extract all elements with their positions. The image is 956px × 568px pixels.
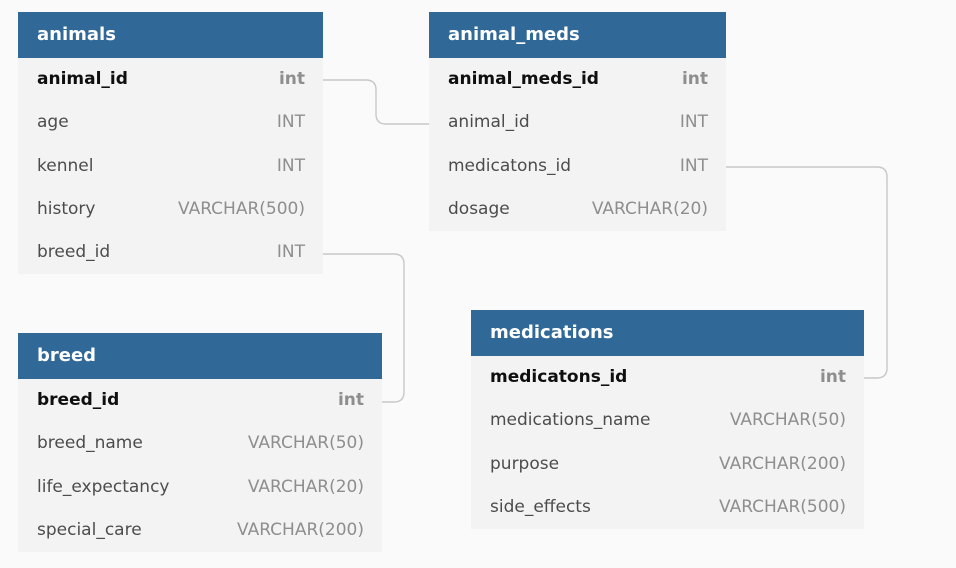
column-name: dosage [448, 198, 510, 219]
column-name: life_expectancy [37, 476, 170, 497]
table-row[interactable]: animal_id INT [429, 101, 726, 144]
column-type: INT [276, 112, 305, 133]
table-row[interactable]: animal_id int [18, 58, 323, 101]
table-row[interactable]: age INT [18, 101, 323, 144]
column-type: VARCHAR(50) [729, 410, 846, 431]
table-header[interactable]: animals [18, 12, 323, 58]
table-row[interactable]: history VARCHAR(500) [18, 188, 323, 231]
column-type: VARCHAR(20) [247, 476, 364, 497]
column-type: VARCHAR(20) [591, 198, 708, 219]
column-type: INT [679, 155, 708, 176]
column-type: int [681, 69, 708, 89]
table-row[interactable]: breed_id INT [18, 231, 323, 274]
table-row[interactable]: medicatons_id int [471, 356, 864, 399]
column-name: kennel [37, 155, 94, 176]
table-breed[interactable]: breed breed_id int breed_name VARCHAR(50… [18, 333, 382, 553]
table-row[interactable]: breed_name VARCHAR(50) [18, 422, 382, 465]
table-row[interactable]: dosage VARCHAR(20) [429, 188, 726, 231]
table-header[interactable]: medications [471, 310, 864, 356]
column-name: animal_meds_id [448, 69, 599, 89]
column-type: VARCHAR(200) [719, 453, 846, 474]
table-animals[interactable]: animals animal_id int age INT kennel INT… [18, 12, 323, 275]
column-type: VARCHAR(500) [178, 198, 305, 219]
table-row[interactable]: medicatons_id INT [429, 145, 726, 188]
column-name: medicatons_id [490, 367, 628, 387]
table-row[interactable]: side_effects VARCHAR(500) [471, 486, 864, 529]
column-type: VARCHAR(200) [237, 519, 364, 540]
column-name: breed_name [37, 433, 143, 454]
table-header[interactable]: animal_meds [429, 12, 726, 58]
table-row[interactable]: purpose VARCHAR(200) [471, 443, 864, 486]
column-type: VARCHAR(50) [247, 433, 364, 454]
table-header[interactable]: breed [18, 333, 382, 379]
column-name: history [37, 198, 96, 219]
column-name: medicatons_id [448, 155, 572, 176]
table-row[interactable]: kennel INT [18, 145, 323, 188]
column-name: breed_id [37, 390, 120, 410]
table-row[interactable]: breed_id int [18, 379, 382, 422]
table-animal-meds[interactable]: animal_meds animal_meds_id int animal_id… [429, 12, 726, 232]
column-type: int [337, 390, 364, 410]
column-type: INT [276, 155, 305, 176]
column-name: purpose [490, 453, 560, 474]
column-name: age [37, 112, 69, 133]
column-name: special_care [37, 519, 142, 540]
column-name: breed_id [37, 242, 111, 263]
relationship-animals-animal-meds [323, 79, 429, 125]
column-type: int [278, 69, 305, 89]
table-row[interactable]: special_care VARCHAR(200) [18, 509, 382, 552]
column-name: animal_id [448, 112, 530, 133]
column-type: VARCHAR(500) [719, 496, 846, 517]
column-name: medications_name [490, 410, 651, 431]
column-type: INT [276, 242, 305, 263]
column-type: INT [679, 112, 708, 133]
table-row[interactable]: animal_meds_id int [429, 58, 726, 101]
column-name: side_effects [490, 496, 591, 517]
column-name: animal_id [37, 69, 128, 89]
table-medications[interactable]: medications medicatons_id int medication… [471, 310, 864, 530]
table-row[interactable]: medications_name VARCHAR(50) [471, 399, 864, 442]
table-row[interactable]: life_expectancy VARCHAR(20) [18, 466, 382, 509]
column-type: int [819, 367, 846, 387]
